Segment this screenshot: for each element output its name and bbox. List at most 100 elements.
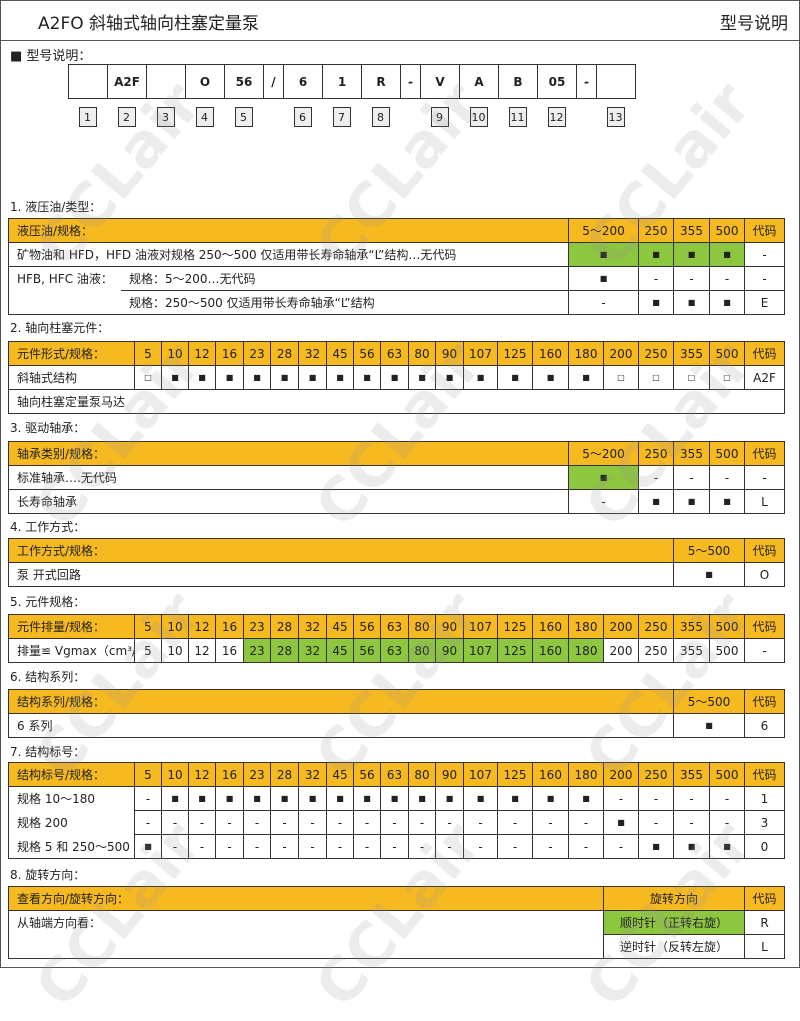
cell-value: -	[188, 810, 216, 835]
available-mark: ■	[638, 834, 674, 859]
header-cell: 250	[638, 218, 674, 243]
cell-value: -	[532, 834, 569, 859]
header-divider	[0, 40, 800, 41]
header-cell: 5	[134, 614, 162, 639]
table-row: 规格 10～180- ■ ■ ■ ■ ■ ■ ■ ■ ■ ■ ■ ■ ■ ■ ■ - - - -1	[8, 786, 785, 811]
available-mark: ■	[435, 786, 464, 811]
available-mark: ■	[673, 834, 710, 859]
header-cell: 代码	[744, 614, 785, 639]
cell-value: -	[463, 810, 498, 835]
available-mark: ■	[353, 365, 381, 390]
available-mark: ■	[709, 290, 745, 315]
cell-value: 逆时针（反转左旋）	[603, 934, 745, 959]
section-title: 2. 轴向柱塞元件：	[10, 321, 110, 335]
row-label-text: 排量≌ Vgmax（cm³/r）	[17, 644, 134, 658]
available-mark: ■	[568, 786, 604, 811]
table-row: 长寿命轴承 - ■ ■ ■ L	[8, 489, 785, 514]
position-number: 8	[371, 107, 390, 127]
position-number: 2	[117, 107, 136, 127]
section-title: 4. 工作方式：	[10, 520, 86, 534]
available-mark: ■	[435, 365, 464, 390]
header-cell: 16	[215, 614, 244, 639]
row-label-text: 泵 开式回路	[17, 568, 81, 582]
header-cell: 代码	[744, 538, 785, 563]
cell-value: -	[497, 810, 533, 835]
header-label: 液压油/规格：	[8, 218, 569, 243]
spec-table: 结构系列/规格： 5～500 代码 6 系列 ■ 6	[8, 689, 785, 738]
cell-value: -	[709, 786, 745, 811]
header-cell: 56	[353, 762, 381, 787]
section-title: 7. 结构标号：	[10, 745, 86, 759]
position-number: 10	[469, 107, 488, 127]
cell-value: -	[709, 465, 745, 490]
row-label-text: 长寿命轴承	[17, 495, 78, 509]
header-cell: 32	[298, 762, 327, 787]
row-label-text: 斜轴式结构	[17, 371, 78, 385]
header-cell: 500	[709, 614, 745, 639]
header-cell: 10	[161, 762, 189, 787]
spec-table: 液压油/规格： 5～200 250 355 500 代码 矿物油和 HFD，HFD 油液对规…	[8, 218, 785, 315]
header-cell: 10	[161, 341, 189, 366]
cell-value: -	[673, 810, 710, 835]
code-cell: 1	[323, 65, 362, 98]
row-label: 轴向柱塞定量泵马达	[8, 389, 785, 414]
available-mark: ■	[497, 365, 533, 390]
header-cell: 107	[463, 614, 498, 639]
cell-value: -	[134, 810, 162, 835]
cell-value: 23	[243, 638, 271, 663]
cell-value: -	[270, 834, 299, 859]
code-value: 6	[744, 713, 785, 738]
row-label: 从轴端方向看：	[8, 910, 604, 935]
section-title: 1. 液压油/类型：	[10, 200, 102, 214]
cell-value: -	[709, 810, 745, 835]
cell-value: 355	[673, 638, 710, 663]
code-value: L	[744, 489, 785, 514]
available-mark: ■	[215, 365, 244, 390]
optional-mark: □	[603, 365, 639, 390]
cell-value: -	[638, 465, 674, 490]
available-mark: ■	[673, 290, 710, 315]
available-mark: ■	[673, 713, 745, 738]
available-mark: ■	[497, 786, 533, 811]
header-cell: 代码	[744, 689, 785, 714]
position-number: 9	[430, 107, 449, 127]
cell-value: -	[603, 786, 639, 811]
available-mark: ■	[673, 242, 710, 267]
header-cell: 23	[243, 614, 271, 639]
row-label: 标准轴承….无代码	[8, 465, 569, 490]
cell-value: -	[532, 810, 569, 835]
cell-value: -	[161, 810, 189, 835]
header-cell: 160	[532, 762, 569, 787]
cell-value: -	[298, 834, 327, 859]
code-cell: 05	[538, 65, 577, 98]
available-mark: ■	[270, 365, 299, 390]
available-mark: ■	[408, 786, 436, 811]
row-label-text: 从轴端方向看：	[17, 916, 102, 931]
header-cell: 代码	[744, 441, 785, 466]
code-cell	[147, 65, 186, 98]
position-number: 5	[234, 107, 253, 127]
available-mark: ■	[188, 786, 216, 811]
header-cell: 45	[326, 341, 354, 366]
cell-value: 45	[326, 638, 354, 663]
header-cell: 代码	[744, 341, 785, 366]
header-cell: 200	[603, 341, 639, 366]
cell-value: -	[603, 834, 639, 859]
available-mark: ■	[188, 365, 216, 390]
available-mark: ■	[532, 365, 569, 390]
header-cell: 代码	[744, 218, 785, 243]
cell-value: -	[673, 266, 710, 291]
code-value: E	[744, 290, 785, 315]
available-mark: ■	[243, 786, 271, 811]
row-label: 规格 10～180	[8, 786, 135, 811]
cell-value: 28	[270, 638, 299, 663]
header-cell: 107	[463, 762, 498, 787]
cell-value: -	[568, 290, 639, 315]
row-label-text: 6 系列	[17, 719, 53, 733]
position-number: 3	[156, 107, 175, 127]
header-label: 元件排量/规格：	[8, 614, 135, 639]
available-mark: ■	[568, 365, 604, 390]
available-mark: ■	[709, 242, 745, 267]
available-mark: ■	[298, 365, 327, 390]
section-title: 8. 旋转方向：	[10, 868, 86, 882]
